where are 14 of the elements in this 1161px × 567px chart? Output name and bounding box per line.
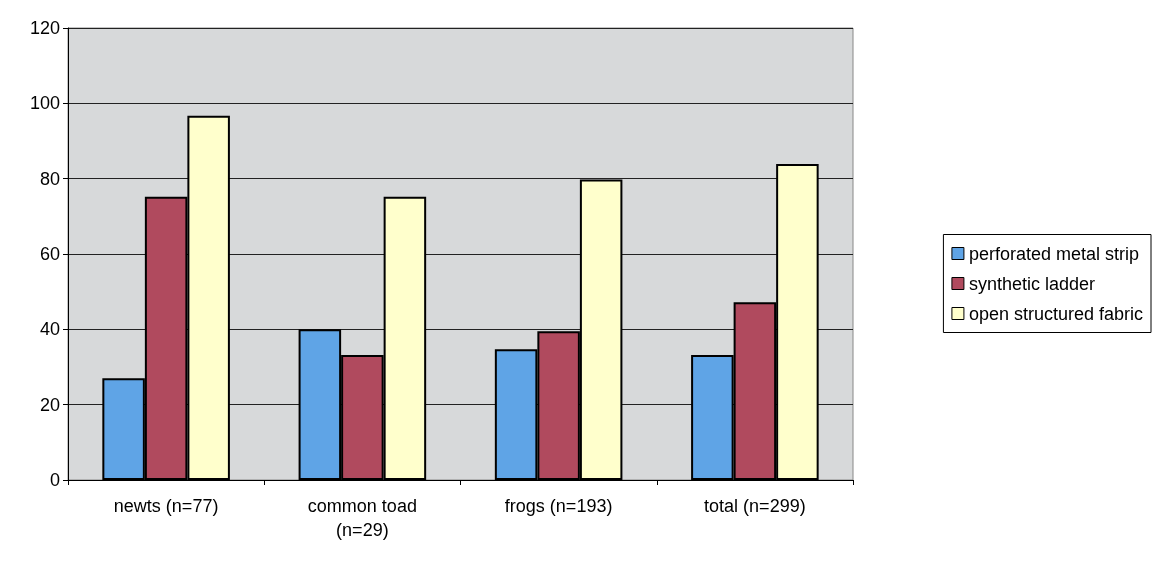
legend-label: synthetic ladder	[968, 273, 1095, 294]
x-tick-label: common toad (n=29)	[307, 496, 417, 540]
y-tick-label: 80	[39, 168, 60, 189]
y-tick-label: 120	[29, 18, 60, 38]
x-tick-label: total (n=299)	[704, 496, 806, 516]
legend-label: open structured fabric	[968, 303, 1143, 324]
y-tick-label: 100	[29, 93, 60, 114]
y-tick-label: 0	[49, 470, 60, 490]
x-tick-label: frogs (n=193)	[504, 496, 613, 516]
y-tick-label: 40	[39, 319, 60, 340]
x-tick-label: newts (n=77)	[113, 496, 219, 516]
legend-label: perforated metal strip	[968, 243, 1139, 264]
y-tick-label: 60	[39, 244, 60, 264]
y-tick-label: 20	[39, 394, 60, 415]
